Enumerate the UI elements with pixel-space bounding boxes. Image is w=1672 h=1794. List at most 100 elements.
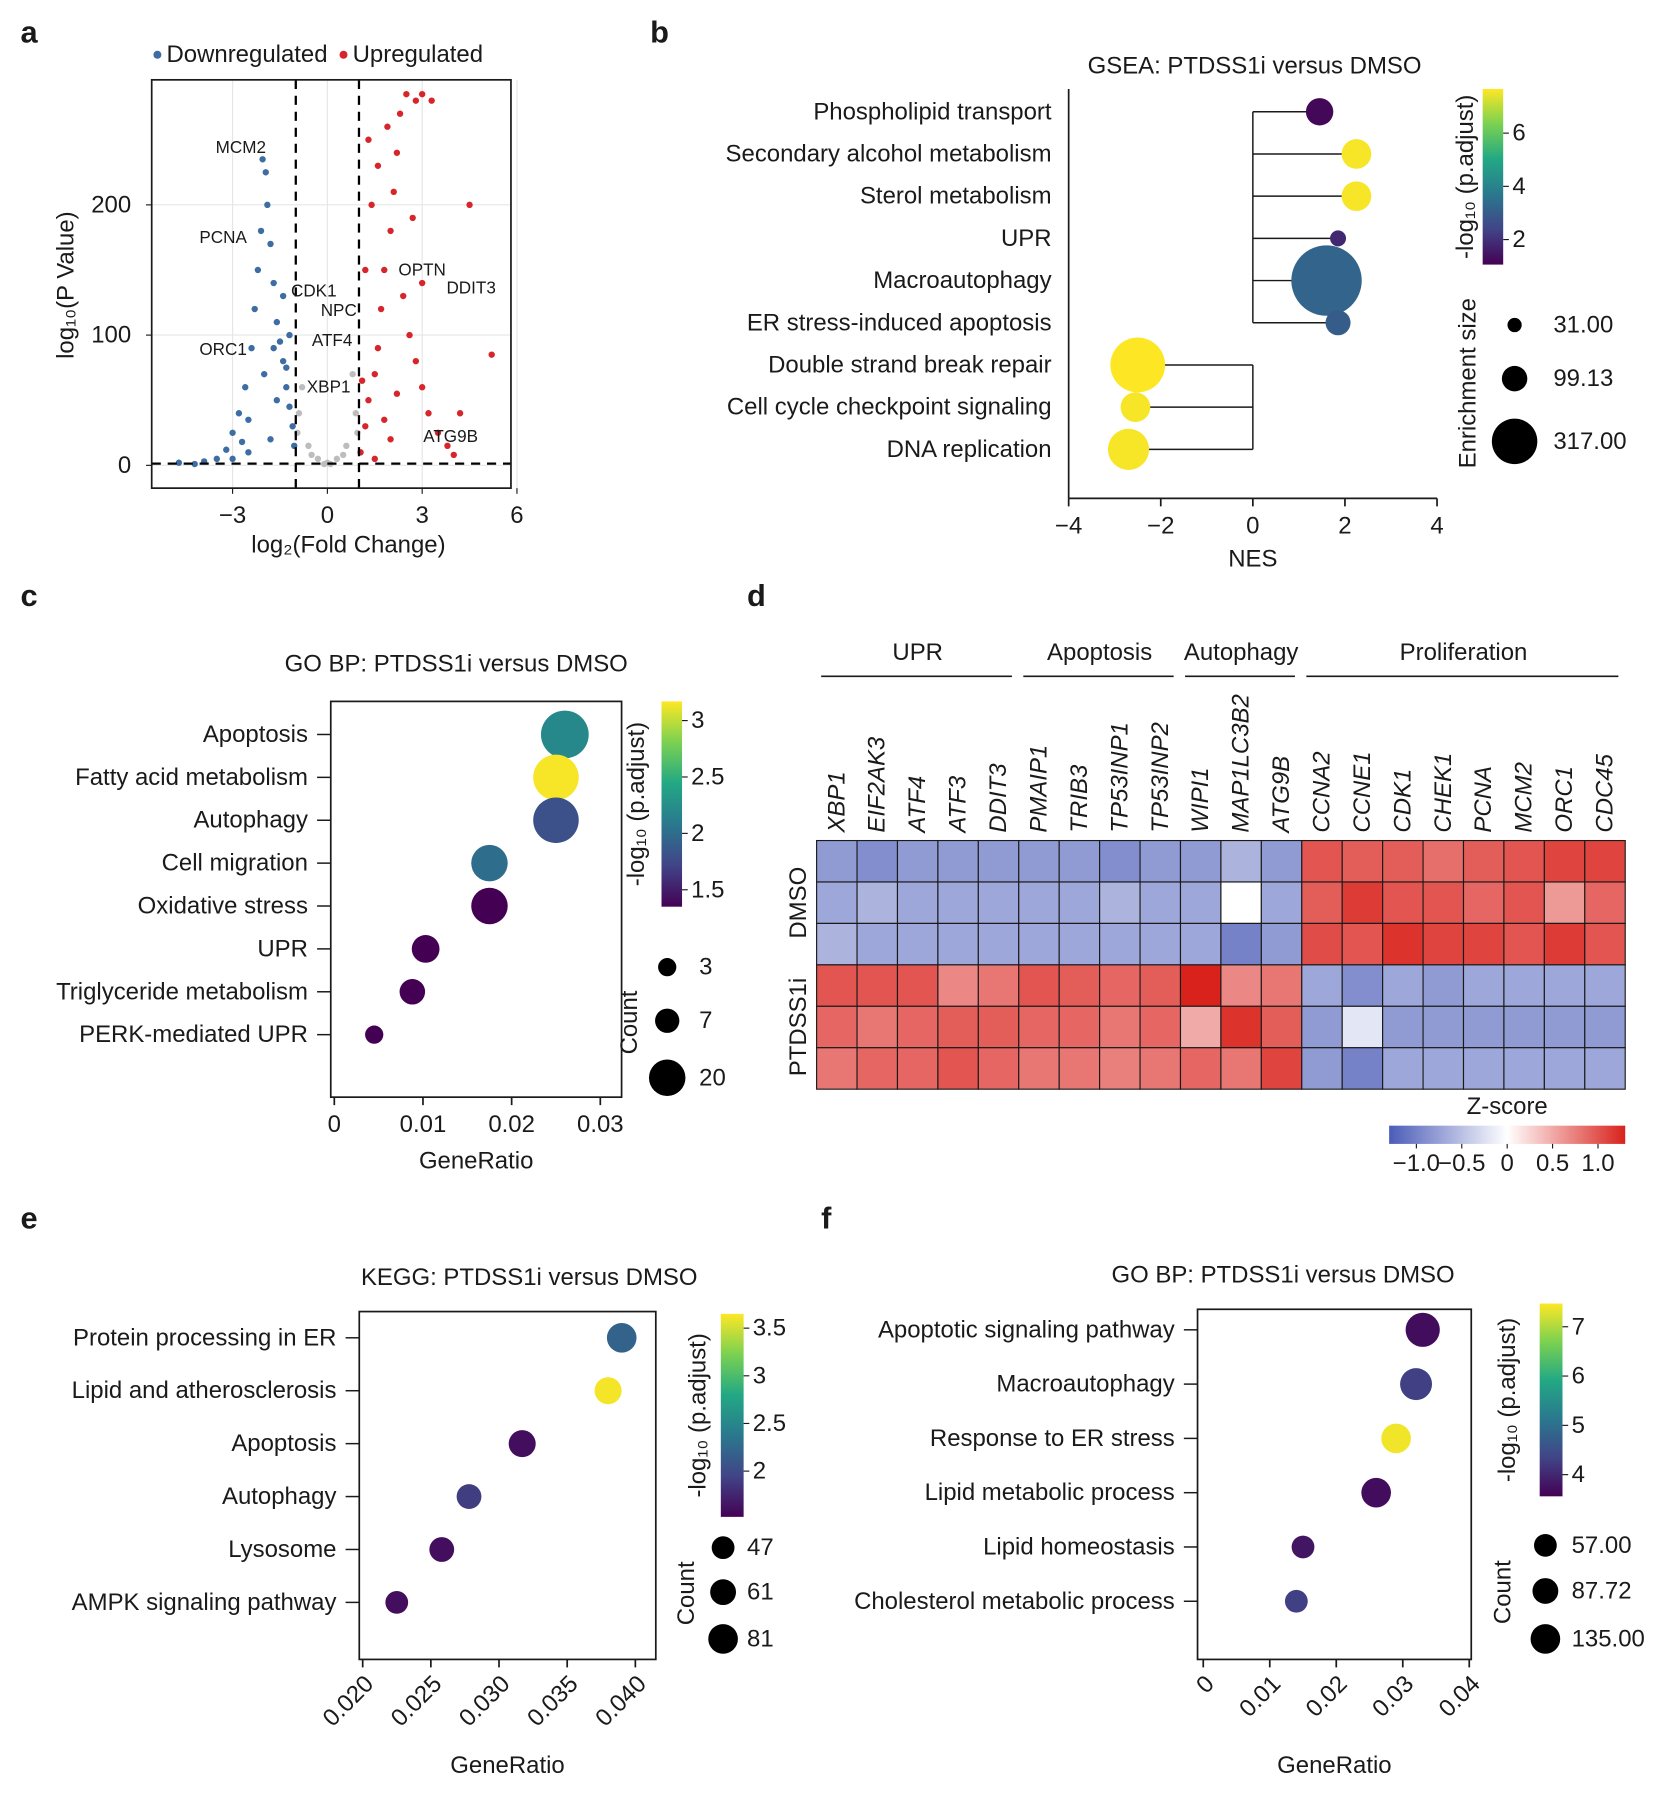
heatmap-cell xyxy=(1382,922,1424,966)
heatmap-cell xyxy=(1139,964,1182,1007)
heatmap-cell xyxy=(856,839,899,883)
dot xyxy=(533,754,579,801)
heatmap-cell xyxy=(1179,922,1222,966)
point xyxy=(488,351,495,358)
point xyxy=(254,266,262,274)
point xyxy=(314,455,322,463)
category-label: Lipid homeostasis xyxy=(983,1533,1175,1560)
point xyxy=(333,455,341,463)
panel-label: f xyxy=(821,1201,832,1236)
x-tick-label: 0.02 xyxy=(1301,1670,1353,1722)
colorbar-tick-label: 1.5 xyxy=(691,876,724,903)
heatmap-cell xyxy=(1503,964,1545,1007)
heatmap-cell xyxy=(1301,922,1343,966)
point xyxy=(368,201,375,209)
point xyxy=(358,377,366,384)
panel-label: a xyxy=(21,14,39,49)
x-tick-label: −4 xyxy=(1055,512,1082,539)
point xyxy=(428,97,435,104)
heatmap-cell xyxy=(896,964,939,1007)
point xyxy=(308,451,315,459)
x-axis-label: GeneRatio xyxy=(450,1752,564,1779)
dot xyxy=(429,1537,455,1562)
heatmap-cell xyxy=(1503,922,1545,966)
colorbar-tick-label: 4 xyxy=(1512,173,1525,200)
gene-label: ATG9B xyxy=(423,427,478,446)
category-label: Apoptosis xyxy=(231,1430,336,1457)
point xyxy=(283,384,290,391)
heatmap-cell xyxy=(1462,1005,1505,1049)
colorbar-label: -log₁₀ (p.adjust) xyxy=(623,722,650,886)
colorbar-tick-label: −1.0 xyxy=(1393,1150,1440,1177)
colorbar-tick-label: 2 xyxy=(1512,226,1525,253)
point xyxy=(257,227,265,235)
point xyxy=(264,201,271,209)
colorbar-label: -log₁₀ (p.adjust) xyxy=(1452,95,1479,259)
size-legend-label: 99.13 xyxy=(1553,365,1613,392)
size-legend-dot xyxy=(658,958,677,977)
size-legend-title: Count xyxy=(616,990,643,1054)
point xyxy=(223,446,230,453)
size-legend-dot xyxy=(711,1536,735,1560)
category-label: Autophagy xyxy=(222,1483,336,1510)
heatmap-cell xyxy=(1099,1047,1141,1090)
category-label: Cell cycle checkpoint signaling xyxy=(727,394,1052,421)
point xyxy=(381,266,388,274)
x-tick-label: 0.01 xyxy=(1234,1670,1286,1722)
gene-label: CCNE1 xyxy=(1349,751,1376,832)
heatmap-cell xyxy=(1018,922,1060,966)
gene-label: MCM2 xyxy=(1511,762,1538,832)
heatmap-cell xyxy=(1503,1005,1545,1049)
dot xyxy=(385,1590,409,1614)
gene-label: TP53INP1 xyxy=(1106,722,1133,832)
point xyxy=(434,429,442,436)
heatmap-cell xyxy=(977,1047,1020,1090)
x-tick-label: 6 xyxy=(510,502,523,529)
x-tick-label: 2 xyxy=(1338,512,1351,539)
heatmap-cell xyxy=(1543,964,1586,1007)
size-legend-dot xyxy=(708,1624,738,1654)
heatmap-cell xyxy=(816,922,858,966)
point xyxy=(466,201,473,209)
category-label: UPR xyxy=(1001,225,1052,252)
heatmap-cell xyxy=(1503,881,1545,924)
category-label: Apoptosis xyxy=(203,721,308,748)
heatmap-cell xyxy=(856,964,899,1007)
dot xyxy=(1361,1477,1391,1508)
dot xyxy=(1325,310,1351,336)
point xyxy=(279,292,287,300)
x-tick-label: 0.01 xyxy=(400,1111,447,1138)
x-tick-label: 0.030 xyxy=(454,1670,515,1731)
heatmap-cell xyxy=(1543,1005,1586,1049)
size-legend-dot xyxy=(1533,1533,1557,1557)
colorbar-tick-label: 2 xyxy=(753,1458,766,1485)
point xyxy=(267,240,274,248)
category-label: Macroautophagy xyxy=(996,1371,1174,1398)
category-label: Lysosome xyxy=(228,1536,336,1563)
gene-label: TP53INP2 xyxy=(1147,722,1174,832)
heatmap-cell xyxy=(1462,1047,1505,1090)
point xyxy=(456,410,464,417)
colorbar-tick-label: −0.5 xyxy=(1438,1150,1485,1177)
heatmap-cell xyxy=(1462,881,1505,924)
heatmap-cell xyxy=(1382,839,1424,883)
point xyxy=(175,459,183,466)
x-axis-label: log₂(Fold Change) xyxy=(251,532,445,559)
dot xyxy=(1330,230,1347,247)
x-axis-label: NES xyxy=(1228,545,1277,572)
heatmap-cell xyxy=(896,1005,939,1049)
heatmap-cell xyxy=(1220,839,1262,883)
colorbar-tick-label: 2.5 xyxy=(691,763,724,790)
heatmap-cell xyxy=(816,1005,858,1049)
heatmap-cell xyxy=(1220,922,1262,966)
x-tick-label: 0.040 xyxy=(590,1670,651,1731)
point xyxy=(273,318,281,326)
chart-title: GSEA: PTDSS1i versus DMSO xyxy=(1088,53,1422,80)
colorbar-label: -log₁₀ (p.adjust) xyxy=(684,1333,711,1497)
point xyxy=(245,416,252,423)
heatmap-cell xyxy=(896,839,939,883)
size-legend-dot xyxy=(1491,418,1538,465)
heatmap-cell xyxy=(1341,922,1384,966)
dot xyxy=(540,710,589,759)
panel-label: d xyxy=(747,578,766,613)
